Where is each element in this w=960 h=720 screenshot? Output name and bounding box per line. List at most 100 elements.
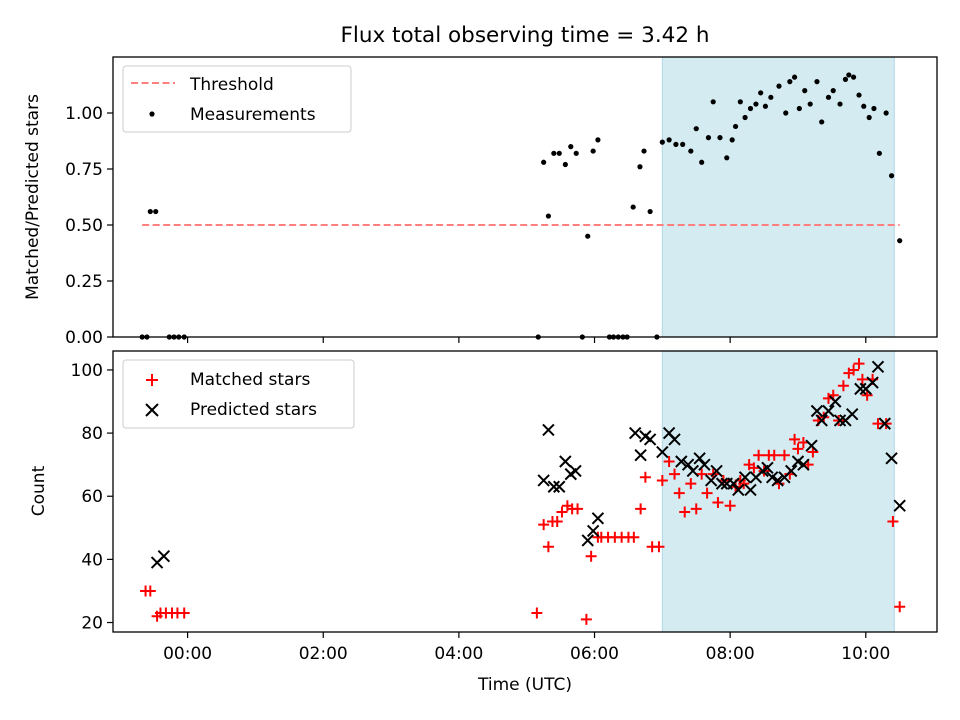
matched-stars-point [669, 468, 681, 480]
predicted-stars-point [656, 445, 669, 459]
measurement-point [710, 99, 716, 105]
ratio-legend-box [122, 65, 352, 133]
y-tick-label: 1.00 [65, 104, 103, 124]
predicted-stars-point [547, 480, 561, 493]
measurement-point [876, 150, 882, 156]
predicted-stars-point [681, 458, 695, 471]
x-axis-label: Time (UTC) [477, 675, 572, 695]
matched-stars-point [144, 585, 156, 597]
measurement-point [814, 79, 820, 85]
matched-stars-point [837, 380, 849, 392]
predicted-legend-label: Predicted stars [190, 400, 317, 420]
matched-stars-point [653, 541, 665, 553]
y-tick-label: 0.25 [65, 272, 103, 292]
measurement-point [871, 105, 877, 112]
matched-stars-point [685, 478, 697, 490]
measurement-point [573, 150, 579, 156]
y-tick-label: 100 [71, 361, 103, 381]
measurement-point [776, 83, 782, 89]
measurement-point [673, 141, 679, 147]
predicted-stars-point [829, 395, 842, 408]
count-y-axis-label: Count [29, 465, 49, 516]
matched-stars-point [778, 449, 790, 461]
matched-stars-point [635, 503, 647, 515]
matched-stars-point [542, 541, 554, 553]
predicted-stars-point [871, 360, 885, 373]
matched-stars-point [538, 519, 550, 531]
measurement-point [147, 208, 153, 215]
matched-stars-point [663, 456, 675, 468]
ratio-panel: 0.00 0.25 0.50 0.75 1.00 Matched/Predicted s… [23, 56, 938, 348]
measurement-point [791, 74, 798, 80]
predicted-stars-point [569, 464, 582, 478]
measurement-point [807, 101, 813, 107]
measurement-point [545, 213, 551, 219]
measurement-point [830, 88, 836, 94]
measurement-point [866, 114, 872, 121]
count-plot-frame [112, 350, 938, 633]
measurement-point [659, 139, 665, 145]
measurement-point [717, 135, 723, 141]
matched-legend-label: Matched stars [190, 370, 310, 390]
predicted-stars-point [710, 464, 723, 478]
predicted-stars-point [738, 471, 752, 484]
measurement-point [819, 119, 825, 125]
predicted-stars-point [732, 483, 745, 497]
measurement-point [837, 101, 843, 107]
predicted-stars-point [797, 458, 810, 471]
matched-stars-point [556, 506, 568, 518]
x-tick-label: 04:00 [434, 644, 483, 664]
measurement-point [796, 105, 802, 112]
count-legend-box [122, 359, 355, 429]
matched-stars-point [585, 550, 597, 562]
measurement-point [850, 74, 857, 80]
y-tick-label: 80 [81, 424, 103, 444]
ratio-plot-frame [112, 56, 938, 338]
y-tick-label: 40 [81, 550, 103, 570]
measurement-point [705, 135, 712, 141]
x-tick-label: 10:00 [841, 644, 890, 664]
measurement-point [825, 94, 832, 100]
count-highlight-span [661, 350, 895, 633]
x-tick-label: 06:00 [570, 644, 619, 664]
matched-stars-point [690, 503, 702, 515]
measurement-point [637, 164, 643, 170]
measurement-point [724, 155, 730, 161]
measurement-point [699, 159, 705, 165]
matched-stars-point [712, 497, 724, 509]
predicted-stars-point [559, 455, 572, 468]
predicted-stars-point [784, 464, 798, 478]
predicted-stars-point [846, 407, 859, 421]
predicted-stars-point [727, 477, 740, 490]
ratio-highlight-span [661, 56, 895, 338]
measurement-point [842, 76, 849, 82]
measurement-point [666, 137, 672, 143]
matched-stars-point [856, 373, 868, 385]
predicted-legend-swatch [145, 403, 159, 417]
measurement-point [753, 101, 759, 107]
predicted-stars-point [885, 452, 898, 465]
matched-legend-swatch [146, 374, 158, 386]
predicted-stars-point [810, 404, 824, 418]
matched-stars-point [724, 500, 736, 512]
count-legend: Matched stars Predicted stars [122, 359, 355, 429]
x-tick-label: 02:00 [299, 644, 348, 664]
y-tick-label: 60 [81, 487, 103, 507]
measurement-point [737, 99, 743, 105]
matched-stars-point [673, 487, 685, 499]
x-tick-label: 08:00 [706, 644, 755, 664]
y-tick-label: 0.75 [65, 160, 103, 180]
matched-stars-point [551, 515, 563, 527]
predicted-stars-point [693, 452, 706, 465]
predicted-stars-point [675, 455, 688, 468]
count-panel: 20 40 60 80 100 00:00 02:00 04:00 06:00 08:00 10:… [29, 350, 938, 695]
predicted-stars-point [866, 376, 879, 389]
measurement-point [897, 238, 903, 244]
predicted-stars-point [698, 458, 711, 471]
measurement-point [630, 204, 636, 210]
measurement-point [787, 79, 793, 85]
predicted-stars-point [686, 464, 700, 478]
matched-stars-point [789, 433, 801, 445]
matched-stars-point [628, 531, 640, 543]
measurement-point [856, 92, 862, 98]
